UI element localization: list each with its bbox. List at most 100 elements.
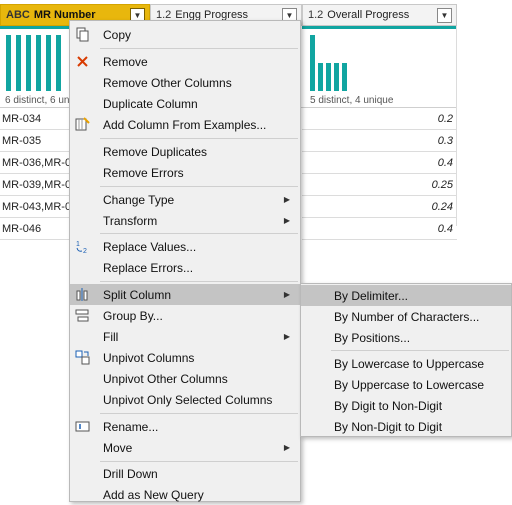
- table-cell[interactable]: 0.4: [302, 152, 457, 174]
- menu-item-label: Replace Errors...: [103, 260, 194, 275]
- menu-item-add-column-from-examples[interactable]: Add Column From Examples...: [70, 114, 300, 135]
- decimal-type-icon: 1.2: [308, 9, 324, 21]
- submenu-item-non-digit-to-digit[interactable]: By Non-Digit to Digit: [301, 416, 511, 437]
- table-cell[interactable]: 0.25: [302, 174, 457, 196]
- menu-separator: [100, 48, 298, 49]
- column-quality-bar: [302, 26, 457, 29]
- menu-item-remove[interactable]: Remove: [70, 51, 300, 72]
- menu-item-label: Add as New Query: [103, 487, 204, 502]
- menu-item-label: By Non-Digit to Digit: [334, 419, 443, 434]
- column-distribution-chart: 6 distinct, 6 un: [0, 29, 70, 111]
- menu-separator: [100, 413, 298, 414]
- table-cell[interactable]: MR-039,MR-04: [0, 174, 70, 196]
- menu-item-label: Copy: [103, 27, 132, 42]
- distribution-bar: [36, 35, 41, 91]
- distribution-bar: [318, 63, 323, 91]
- distribution-stats: 6 distinct, 6 un: [5, 95, 70, 106]
- submenu-arrow-icon: ▶: [283, 195, 290, 204]
- menu-item-label: By Lowercase to Uppercase: [334, 356, 485, 371]
- split-column-submenu: By Delimiter... By Number of Characters.…: [300, 283, 512, 437]
- menu-item-change-type[interactable]: Change Type ▶: [70, 189, 300, 210]
- menu-item-label: Transform: [103, 213, 158, 228]
- submenu-item-by-delimiter[interactable]: By Delimiter...: [301, 285, 511, 306]
- menu-item-split-column[interactable]: Split Column ▶: [70, 284, 300, 305]
- menu-item-duplicate-column[interactable]: Duplicate Column: [70, 93, 300, 114]
- menu-item-label: By Delimiter...: [334, 288, 409, 303]
- distribution-stats: 5 distinct, 4 unique: [310, 95, 394, 106]
- menu-item-label: By Positions...: [334, 330, 411, 345]
- submenu-arrow-icon: ▶: [283, 332, 290, 341]
- table-cell[interactable]: MR-046: [0, 218, 70, 240]
- submenu-item-lowercase-to-uppercase[interactable]: By Lowercase to Uppercase: [301, 353, 511, 374]
- table-cell[interactable]: MR-036,MR-03: [0, 152, 70, 174]
- column-filter-dropdown[interactable]: ▼: [282, 7, 297, 23]
- unpivot-icon: [75, 350, 90, 365]
- menu-item-label: By Number of Characters...: [334, 309, 480, 324]
- column-name: Engg Progress: [175, 9, 249, 21]
- menu-item-label: Remove Errors: [103, 165, 184, 180]
- distribution-bar: [56, 35, 61, 91]
- distribution-bar: [26, 35, 31, 91]
- decimal-type-icon: 1.2: [156, 9, 172, 21]
- table-cell[interactable]: 0.24: [302, 196, 457, 218]
- remove-icon: [77, 56, 88, 67]
- distribution-bar: [334, 63, 339, 91]
- split-column-icon: [76, 288, 88, 301]
- menu-item-drill-down[interactable]: Drill Down: [70, 463, 300, 484]
- table-cell[interactable]: MR-035: [0, 130, 70, 152]
- distribution-bar: [342, 63, 347, 91]
- submenu-item-digit-to-non-digit[interactable]: By Digit to Non-Digit: [301, 395, 511, 416]
- menu-item-move[interactable]: Move ▶: [70, 437, 300, 458]
- menu-item-unpivot-columns[interactable]: Unpivot Columns: [70, 347, 300, 368]
- menu-item-label: Fill: [103, 329, 119, 344]
- menu-item-label: Remove Duplicates: [103, 144, 208, 159]
- menu-separator: [100, 233, 298, 234]
- replace-values-icon: 12: [76, 241, 87, 254]
- submenu-arrow-icon: ▶: [283, 443, 290, 452]
- table-cell[interactable]: MR-034: [0, 108, 70, 130]
- table-cell[interactable]: MR-043,MR-04: [0, 196, 70, 218]
- distribution-bar: [46, 35, 51, 91]
- submenu-item-by-number-of-characters[interactable]: By Number of Characters...: [301, 306, 511, 327]
- menu-item-remove-duplicates[interactable]: Remove Duplicates: [70, 141, 300, 162]
- column-name: MR Number: [33, 9, 96, 21]
- column-distribution-chart: 5 distinct, 4 unique: [302, 29, 457, 111]
- column-filter-dropdown[interactable]: ▼: [437, 7, 452, 23]
- menu-item-replace-errors[interactable]: Replace Errors...: [70, 257, 300, 278]
- add-column-icon: [75, 117, 90, 131]
- menu-item-unpivot-selected-columns[interactable]: Unpivot Only Selected Columns: [70, 389, 300, 410]
- menu-item-add-as-new-query[interactable]: Add as New Query: [70, 484, 300, 505]
- distribution-bar: [326, 63, 331, 91]
- menu-item-rename[interactable]: Rename...: [70, 416, 300, 437]
- menu-item-remove-errors[interactable]: Remove Errors: [70, 162, 300, 183]
- svg-text:1: 1: [76, 241, 80, 248]
- menu-item-label: Split Column: [103, 287, 172, 302]
- column-header-overall-progress[interactable]: 1.2 Overall Progress ▼: [302, 4, 457, 26]
- menu-separator: [100, 186, 298, 187]
- menu-item-group-by[interactable]: Group By...: [70, 305, 300, 326]
- menu-item-label: Drill Down: [103, 466, 158, 481]
- menu-item-label: Unpivot Columns: [103, 350, 195, 365]
- text-type-icon: ABC: [6, 9, 30, 21]
- menu-item-unpivot-other-columns[interactable]: Unpivot Other Columns: [70, 368, 300, 389]
- mr-number-column: MR-034 MR-035 MR-036,MR-03 MR-039,MR-04 …: [0, 108, 70, 240]
- table-cell[interactable]: 0.3: [302, 130, 457, 152]
- table-cell[interactable]: 0.4: [302, 218, 457, 240]
- submenu-arrow-icon: ▶: [283, 216, 290, 225]
- overall-progress-column: 0.2 0.3 0.4 0.25 0.24 0.4: [302, 108, 457, 240]
- menu-item-label: Rename...: [103, 419, 159, 434]
- menu-item-transform[interactable]: Transform ▶: [70, 210, 300, 231]
- submenu-item-by-positions[interactable]: By Positions...: [301, 327, 511, 348]
- menu-item-label: Group By...: [103, 308, 163, 323]
- menu-item-fill[interactable]: Fill ▶: [70, 326, 300, 347]
- menu-item-copy[interactable]: Copy: [70, 24, 300, 45]
- column-divider: [456, 26, 457, 226]
- menu-item-label: Duplicate Column: [103, 96, 198, 111]
- menu-separator: [100, 138, 298, 139]
- submenu-item-uppercase-to-lowercase[interactable]: By Uppercase to Lowercase: [301, 374, 511, 395]
- table-cell[interactable]: 0.2: [302, 108, 457, 130]
- menu-item-remove-other-columns[interactable]: Remove Other Columns: [70, 72, 300, 93]
- menu-item-label: Unpivot Other Columns: [103, 371, 228, 386]
- column-name: Overall Progress: [327, 9, 410, 21]
